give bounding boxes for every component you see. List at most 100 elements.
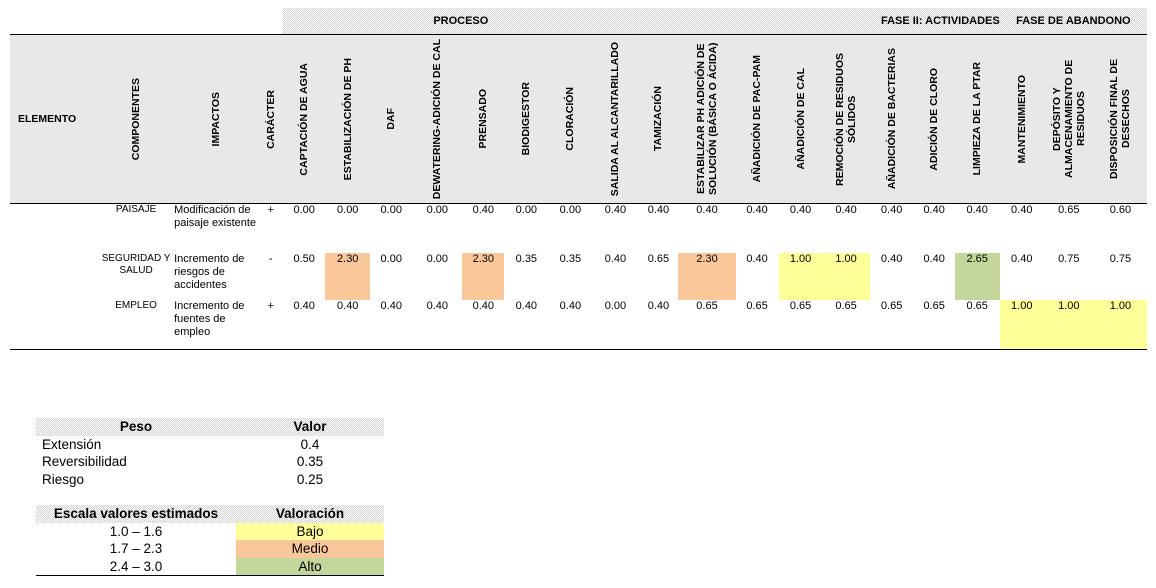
value-cell: 0.40	[1011, 204, 1033, 216]
value-cell: 0.65	[954, 300, 1000, 350]
header-activity: DISPOSICIÓN FINAL DE DESECHOS	[1093, 34, 1147, 204]
table-row: SEGURIDAD Y SALUD Incremento de riesgos d…	[10, 253, 1147, 300]
escala-range: 1.7 – 2.3	[109, 541, 163, 557]
value-cell: 0.00	[293, 204, 315, 216]
row-caracter: +	[258, 300, 284, 350]
row-elemento	[10, 253, 98, 300]
peso-label: Riesgo	[42, 471, 85, 487]
header-activity: ADICIÓN DE CLORO	[913, 34, 955, 204]
value-cell: 0.40	[923, 204, 945, 216]
peso-value: 0.25	[296, 471, 324, 487]
value-cell: 2.65	[954, 253, 1000, 300]
value-cell: 0.40	[325, 300, 371, 350]
value-cell: 0.40	[835, 204, 857, 216]
header-activity: ESTABILIZAR PH ADICIÓN DE SOLUCIÓN (BÁSI…	[678, 34, 736, 204]
escala-header: Escala valores estimados	[36, 505, 236, 523]
value-cell: 0.65	[869, 300, 914, 350]
value-cell: 0.00	[515, 204, 538, 216]
value-cell: 2.30	[325, 253, 371, 300]
column-header-row: ELEMENTO COMPONENTES IMPACTOS CARÁCTER C…	[10, 34, 1147, 204]
value-cell: 0.40	[548, 300, 593, 350]
escala-level-bajo: Bajo	[236, 522, 384, 540]
escala-level-alto: Alto	[236, 557, 384, 576]
escala-header-row: Escala valores estimados Valoración	[36, 505, 384, 523]
header-caracter: CARÁCTER	[258, 34, 284, 204]
row-caracter: -	[268, 253, 273, 265]
value-cell: 0.40	[746, 204, 768, 216]
phase-fase-ii: FASE II: ACTIVIDADES	[638, 8, 1000, 35]
value-cell: 1.00	[822, 253, 870, 300]
value-cell: 0.65	[822, 300, 870, 350]
value-cell: 1.00	[1093, 300, 1147, 350]
header-activity: AÑADICIÓN DE BACTERIAS	[869, 34, 914, 204]
header-activity: SALIDA AL ALCANTARILLADO	[592, 34, 639, 204]
value-cell: 0.65	[647, 253, 670, 265]
value-cell: 0.00	[426, 253, 448, 265]
row-componente: EMPLEO	[98, 300, 175, 350]
matrix-body: PAISAJE Modificación de paisaje existente…	[10, 204, 1147, 350]
value-cell: 0.65	[678, 300, 736, 350]
row-componente: PAISAJE	[115, 204, 157, 215]
header-activity: DEWATERING-ADICIÓN DE CAL	[412, 34, 463, 204]
peso-header: Peso	[36, 418, 236, 436]
header-activity: TAMIZACIÓN	[638, 34, 679, 204]
value-cell: 0.40	[696, 204, 718, 216]
row-componente: SEGURIDAD Y SALUD	[101, 253, 171, 276]
header-componentes: COMPONENTES	[98, 34, 175, 204]
header-activity: REMOCIÓN DE RESIDUOS SÓLIDOS	[822, 34, 870, 204]
header-activity: BIODIGESTOR	[504, 34, 549, 204]
phase-abandono: FASE DE ABANDONO	[999, 8, 1147, 35]
value-cell: 0.40	[880, 204, 903, 216]
header-activity: DEPÓSITO Y ALMACENAMIENTO DE RESIDUOS	[1043, 34, 1094, 204]
value-cell: 0.40	[283, 300, 326, 350]
header-elemento: ELEMENTO	[10, 34, 99, 204]
peso-row: Riesgo 0.25	[36, 471, 384, 489]
value-cell: 0.40	[472, 204, 495, 216]
value-cell: 1.00	[1043, 300, 1094, 350]
header-activity: DAF	[370, 34, 413, 204]
value-cell: 0.75	[1058, 253, 1080, 265]
value-cell: 0.35	[515, 253, 538, 265]
header-activity: AÑADICIÓN DE CAL	[778, 34, 823, 204]
valor-header: Valor	[236, 418, 384, 436]
value-cell: 0.65	[735, 300, 779, 350]
header-activity: AÑADICIÓN DE PAC-PAM	[735, 34, 779, 204]
table-row: EMPLEO Incremento de fuentes de empleo +0.…	[10, 300, 1147, 350]
value-cell: 2.30	[678, 253, 736, 300]
escala-row: 2.4 – 3.0 Alto	[36, 557, 384, 576]
value-cell: 0.40	[504, 300, 549, 350]
row-impacto: Modificación de paisaje existente	[174, 204, 257, 229]
value-cell: 2.30	[462, 253, 505, 300]
value-cell: 0.65	[1058, 204, 1080, 216]
peso-row: Reversibilidad 0.35	[36, 453, 384, 471]
header-activity: MANTENIMIENTO	[999, 34, 1044, 204]
peso-value: 0.35	[296, 454, 324, 470]
row-caracter: +	[267, 204, 274, 216]
value-cell: 0.40	[1011, 253, 1033, 265]
legend-spacer	[36, 488, 384, 505]
value-cell: 0.40	[966, 204, 988, 216]
impact-matrix-table: PROCESO FASE II: ACTIVIDADES FASE DE ABA…	[10, 8, 1147, 350]
value-cell: 0.40	[789, 204, 812, 216]
valoracion-header: Valoración	[236, 505, 384, 523]
row-elemento	[10, 204, 98, 254]
row-elemento	[10, 300, 99, 350]
header-activity: CLORACIÓN	[548, 34, 593, 204]
peso-value: 0.4	[300, 436, 320, 452]
escala-row: 1.0 – 1.6 Bajo	[36, 522, 384, 540]
phase-header-row: PROCESO FASE II: ACTIVIDADES FASE DE ABA…	[10, 8, 1147, 35]
value-cell: 0.40	[647, 204, 670, 216]
row-impacto: Incremento de riesgos de accidentes	[174, 253, 245, 291]
peso-label: Extensión	[42, 436, 102, 452]
header-activity: PRENSADO	[462, 34, 505, 204]
value-cell: 0.00	[380, 204, 402, 216]
legend: Peso Valor Extensión 0.4 Reversibilidad …	[36, 418, 384, 576]
table-row: PAISAJE Modificación de paisaje existente…	[10, 204, 1147, 254]
value-cell: 1.00	[999, 300, 1044, 350]
value-cell: 0.60	[1109, 204, 1132, 216]
impact-matrix: PROCESO FASE II: ACTIVIDADES FASE DE ABA…	[10, 8, 1147, 350]
legend-table: Peso Valor Extensión 0.4 Reversibilidad …	[36, 418, 384, 576]
phase-proceso: PROCESO	[283, 8, 639, 35]
value-cell: 0.40	[370, 300, 413, 350]
value-cell: 0.40	[604, 253, 627, 265]
